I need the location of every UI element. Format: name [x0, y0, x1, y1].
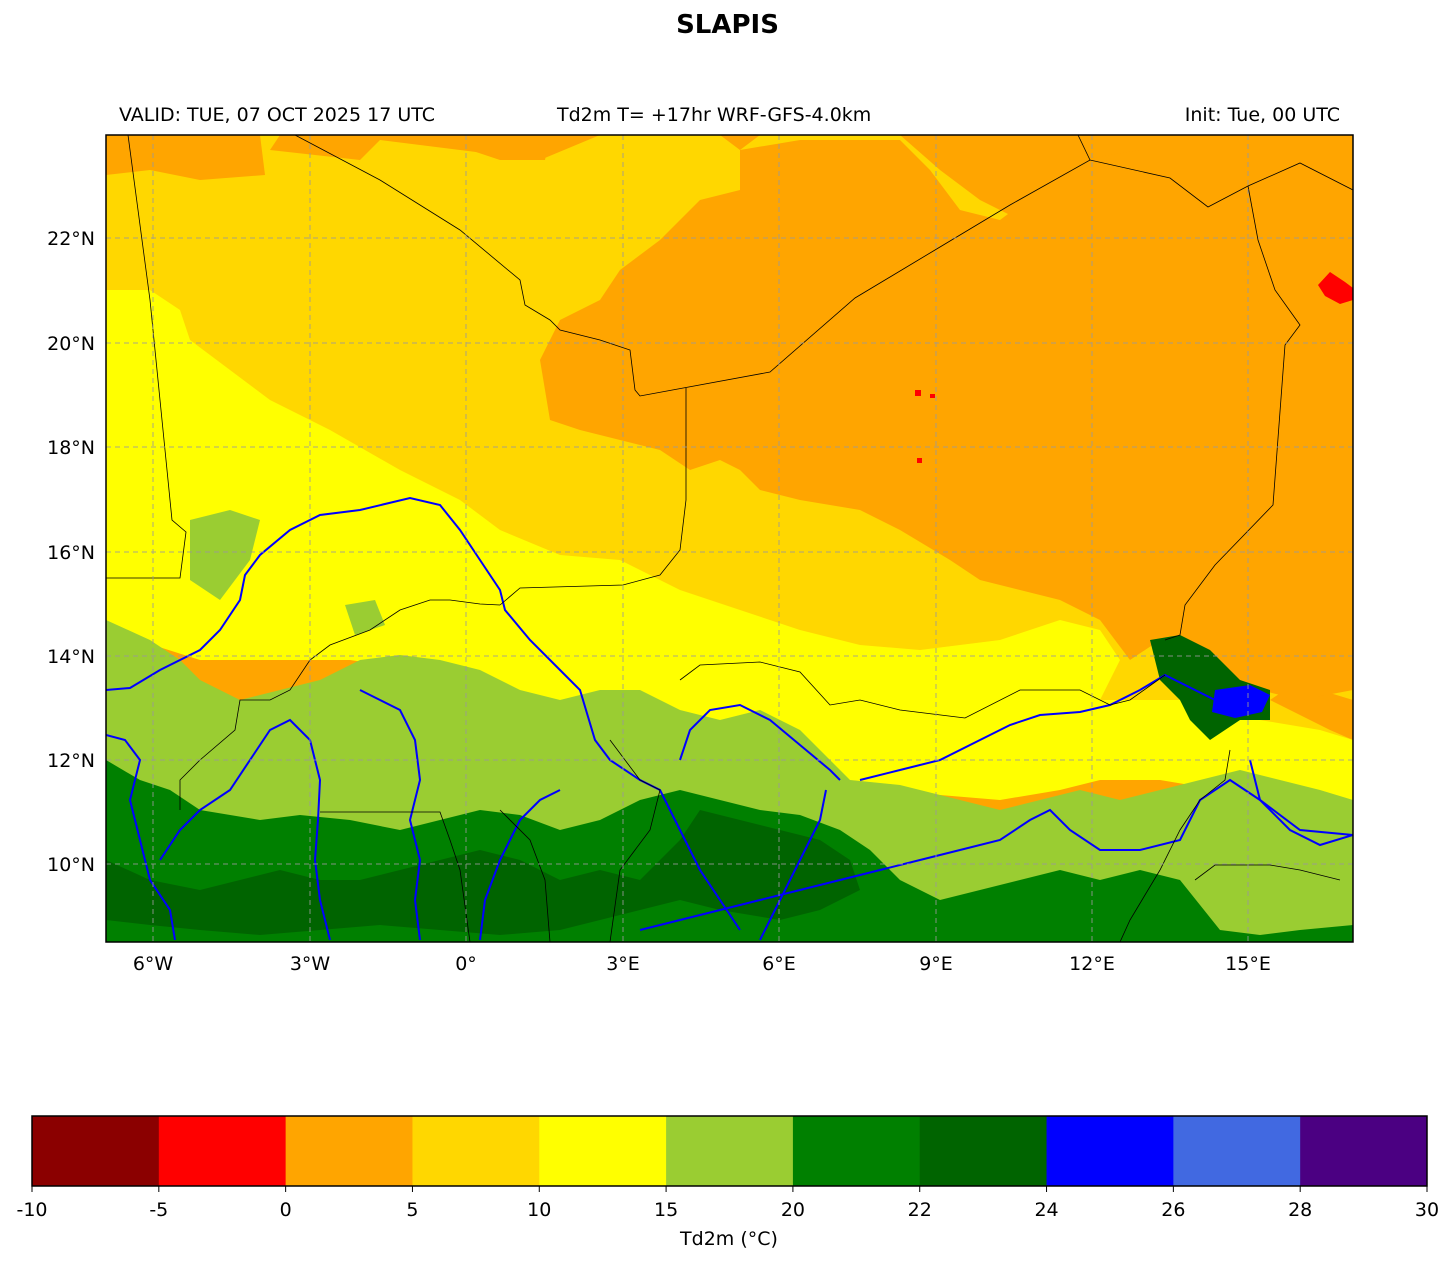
lat-tick-label: 16°N [47, 542, 95, 564]
niger-nigeria-border [679, 661, 1166, 719]
colorbar-tick-label: 22 [908, 1199, 932, 1221]
colorbar-tick-label: 28 [1288, 1199, 1312, 1221]
lon-tick-label: 0° [455, 953, 477, 975]
field-info: Td2m T= +17hr WRF-GFS-4.0km [557, 104, 872, 126]
field-10-15 [106, 290, 1353, 808]
cameroon-border [1119, 749, 1231, 942]
field-lake-chad-24-26 [1212, 685, 1270, 718]
colorbar-segment [539, 1116, 667, 1186]
ghana-river [359, 689, 422, 941]
field-15-20-patch [190, 510, 260, 600]
field-0-5-north [460, 135, 550, 160]
colorbar-tick-label: -5 [149, 1199, 168, 1221]
field-0-5-west [106, 135, 265, 180]
gridlines [106, 135, 1353, 942]
kaduna-river [759, 789, 827, 941]
init-time: Init: Tue, 00 UTC [1184, 104, 1340, 126]
colorbar-tick-label: 20 [781, 1199, 805, 1221]
mali-mauritania-border [106, 135, 187, 579]
field-red-ne [1318, 272, 1353, 304]
chari-river [1249, 759, 1353, 847]
field-22-24 [106, 810, 860, 935]
lat-tick-label: 10°N [47, 854, 95, 876]
colorbar: -10 -5 0 5 10 15 20 22 24 26 28 30 [16, 1115, 1439, 1221]
ghana-border [320, 811, 471, 942]
benin-border [609, 739, 661, 942]
west-river [106, 734, 176, 941]
colorbar-tick-label: -10 [16, 1199, 47, 1221]
colorbar-segment [919, 1116, 1048, 1186]
lat-tick-label: 20°N [47, 333, 95, 355]
volta-river [159, 718, 331, 941]
chart-title: SLAPIS [676, 10, 779, 40]
lon-tick-label: 9°E [919, 953, 953, 975]
field-0-5-core [540, 135, 1353, 700]
map-field [106, 135, 1353, 942]
ogun-river [479, 789, 561, 941]
colorbar-segment [412, 1116, 540, 1186]
sokoto-river [679, 703, 841, 781]
colorbar-segment [285, 1116, 413, 1186]
colorbar-segment [32, 1116, 160, 1186]
colorbar-segment [158, 1116, 287, 1186]
lon-tick-label: 12°E [1069, 953, 1115, 975]
map-frame [105, 134, 1354, 943]
colorbar-frame [31, 1115, 1428, 1187]
komadugu-river [859, 673, 1216, 781]
lon-tick-label: 3°W [290, 953, 331, 975]
mali-algeria-border [294, 135, 1353, 397]
colorbar-tick-label: 0 [280, 1199, 292, 1221]
lon-tick-label: 6°W [133, 953, 174, 975]
colorbar-tick-label: 15 [654, 1199, 678, 1221]
field-red-spot-2 [930, 394, 935, 398]
colorbar-tick-label: 10 [527, 1199, 551, 1221]
lat-tick-label: 12°N [47, 750, 95, 772]
togo-border [499, 809, 551, 942]
colorbar-tick-label: 24 [1034, 1199, 1058, 1221]
colorbar-tick-label: 5 [406, 1199, 418, 1221]
colorbar-segment [1173, 1116, 1301, 1186]
country-borders [106, 135, 1353, 942]
car-border [1194, 864, 1341, 881]
colorbar-tick-label: 26 [1161, 1199, 1185, 1221]
lat-tick-label: 22°N [47, 228, 95, 250]
burkina-niger-border [179, 599, 501, 810]
niger-chad-border [1164, 185, 1301, 641]
benue-river [639, 778, 1353, 931]
field-red-spot-3 [917, 458, 922, 463]
niger-libya-border [1077, 135, 1091, 161]
lon-tick-label: 3°E [606, 953, 640, 975]
colorbar-segment [1046, 1116, 1174, 1186]
lat-tick-label: 18°N [47, 437, 95, 459]
colorbar-label: Td2m (°C) [679, 1228, 778, 1250]
lon-tick-label: 6°E [762, 953, 796, 975]
lat-tick-label: 14°N [47, 646, 95, 668]
mali-niger-border [499, 388, 687, 606]
valid-time: VALID: TUE, 07 OCT 2025 17 UTC [119, 104, 435, 126]
colorbar-segment [792, 1116, 921, 1186]
lon-tick-label: 15°E [1225, 953, 1271, 975]
colorbar-segment [1300, 1116, 1428, 1186]
colorbar-segment [666, 1116, 794, 1186]
field-red-spot-1 [915, 390, 921, 396]
colorbar-tick-label: 30 [1415, 1199, 1439, 1221]
